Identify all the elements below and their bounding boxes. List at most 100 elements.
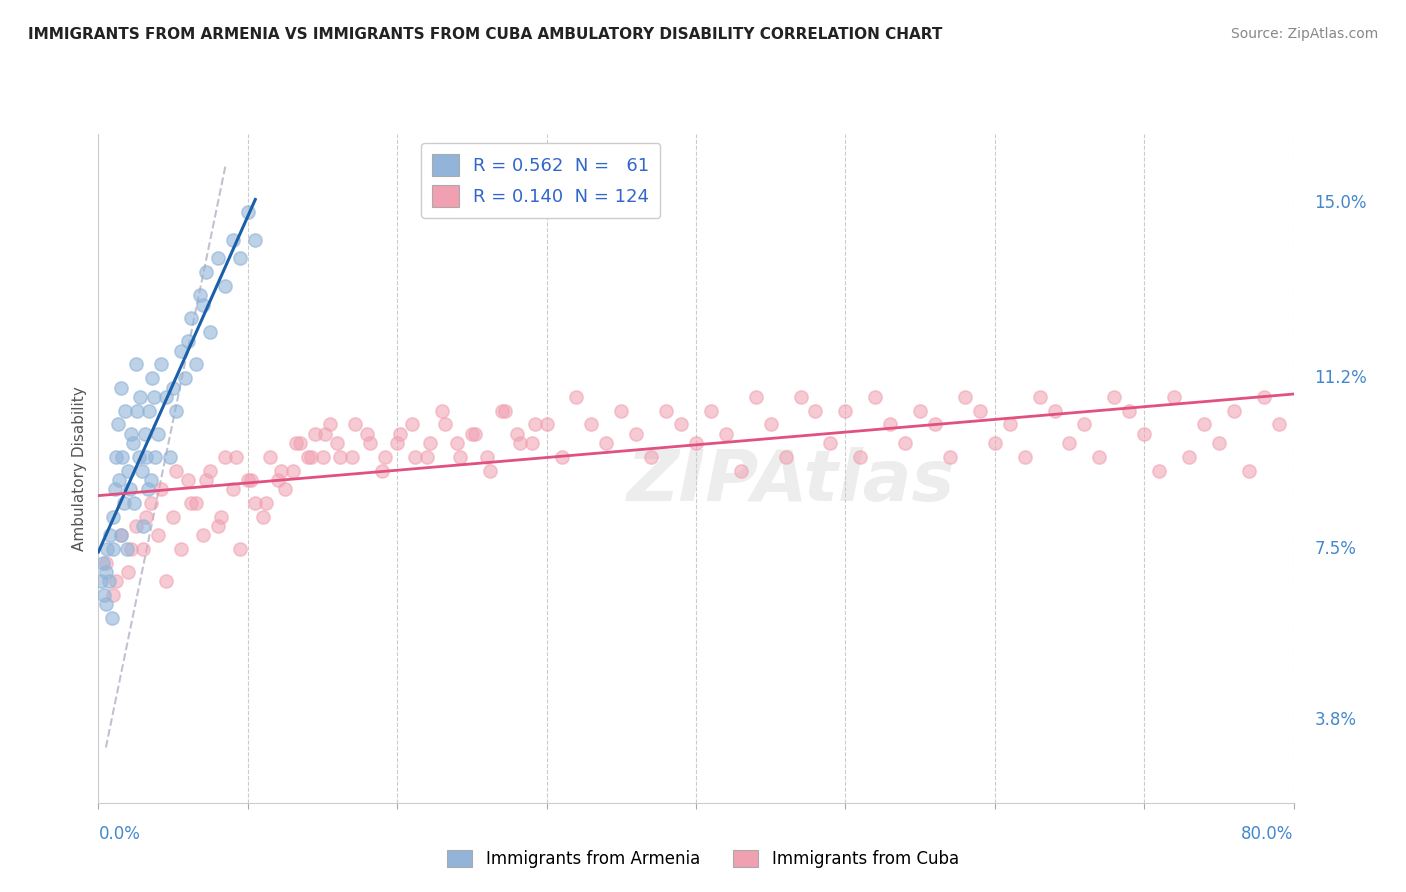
Point bbox=[222, 233, 245, 247]
Point bbox=[565, 390, 588, 404]
Point bbox=[236, 473, 259, 487]
Point bbox=[624, 426, 647, 441]
Text: 0.0%: 0.0% bbox=[98, 825, 141, 843]
Point bbox=[93, 588, 115, 602]
Point bbox=[191, 528, 214, 542]
Point bbox=[184, 496, 207, 510]
Point bbox=[174, 371, 197, 385]
Point bbox=[214, 450, 236, 464]
Point bbox=[159, 450, 181, 464]
Point bbox=[94, 598, 117, 612]
Point bbox=[225, 450, 247, 464]
Point bbox=[1073, 417, 1095, 432]
Point bbox=[245, 496, 267, 510]
Point bbox=[685, 436, 707, 450]
Point bbox=[1088, 450, 1111, 464]
Point bbox=[148, 528, 170, 542]
Point bbox=[1028, 390, 1050, 404]
Point bbox=[162, 380, 184, 394]
Point bbox=[998, 417, 1021, 432]
Y-axis label: Ambulatory Disability: Ambulatory Disability bbox=[72, 386, 87, 550]
Point bbox=[329, 450, 352, 464]
Point bbox=[1102, 390, 1125, 404]
Point bbox=[461, 426, 484, 441]
Point bbox=[789, 390, 811, 404]
Point bbox=[94, 565, 117, 579]
Point bbox=[155, 574, 177, 589]
Point bbox=[1178, 450, 1201, 464]
Point bbox=[148, 426, 170, 441]
Text: IMMIGRANTS FROM ARMENIA VS IMMIGRANTS FROM CUBA AMBULATORY DISABILITY CORRELATIO: IMMIGRANTS FROM ARMENIA VS IMMIGRANTS FR… bbox=[28, 27, 942, 42]
Point bbox=[1222, 403, 1246, 417]
Point bbox=[169, 542, 191, 557]
Point bbox=[894, 436, 917, 450]
Point bbox=[908, 403, 931, 417]
Point bbox=[820, 436, 842, 450]
Point bbox=[730, 464, 752, 478]
Text: 80.0%: 80.0% bbox=[1241, 825, 1294, 843]
Point bbox=[150, 358, 173, 372]
Point bbox=[449, 450, 471, 464]
Point bbox=[101, 611, 124, 625]
Point bbox=[297, 450, 319, 464]
Point bbox=[131, 464, 153, 478]
Point bbox=[506, 426, 529, 441]
Point bbox=[143, 450, 166, 464]
Point bbox=[135, 450, 157, 464]
Point bbox=[96, 542, 118, 557]
Point bbox=[129, 390, 152, 404]
Point bbox=[374, 450, 396, 464]
Point bbox=[356, 426, 378, 441]
Point bbox=[103, 588, 125, 602]
Point bbox=[491, 403, 513, 417]
Point bbox=[132, 519, 155, 533]
Text: 7.5%: 7.5% bbox=[1315, 540, 1357, 558]
Point bbox=[245, 233, 267, 247]
Point bbox=[128, 450, 150, 464]
Point bbox=[111, 450, 134, 464]
Point bbox=[700, 403, 723, 417]
Point bbox=[117, 565, 139, 579]
Point bbox=[252, 509, 274, 524]
Point bbox=[610, 403, 633, 417]
Point bbox=[655, 403, 678, 417]
Point bbox=[299, 450, 322, 464]
Point bbox=[110, 528, 132, 542]
Point bbox=[1192, 417, 1215, 432]
Point bbox=[135, 509, 157, 524]
Point bbox=[371, 464, 394, 478]
Point bbox=[344, 417, 367, 432]
Legend: Immigrants from Armenia, Immigrants from Cuba: Immigrants from Armenia, Immigrants from… bbox=[440, 843, 966, 875]
Point bbox=[284, 436, 307, 450]
Point bbox=[222, 482, 245, 496]
Point bbox=[595, 436, 617, 450]
Point bbox=[118, 482, 141, 496]
Point bbox=[207, 252, 229, 266]
Point bbox=[110, 528, 132, 542]
Point bbox=[523, 417, 546, 432]
Point bbox=[90, 574, 112, 589]
Point bbox=[177, 334, 200, 349]
Point bbox=[194, 265, 218, 279]
Point bbox=[1118, 403, 1140, 417]
Point bbox=[969, 403, 991, 417]
Point bbox=[804, 403, 827, 417]
Point bbox=[419, 436, 441, 450]
Text: 11.2%: 11.2% bbox=[1315, 369, 1368, 387]
Point bbox=[1237, 464, 1260, 478]
Point bbox=[401, 417, 423, 432]
Point bbox=[924, 417, 946, 432]
Point bbox=[112, 496, 135, 510]
Point bbox=[254, 496, 277, 510]
Point bbox=[1043, 403, 1066, 417]
Point bbox=[136, 482, 159, 496]
Point bbox=[314, 426, 337, 441]
Point bbox=[759, 417, 782, 432]
Point bbox=[550, 450, 572, 464]
Point bbox=[464, 426, 486, 441]
Point bbox=[125, 358, 148, 372]
Point bbox=[259, 450, 281, 464]
Point bbox=[97, 574, 120, 589]
Point bbox=[983, 436, 1005, 450]
Point bbox=[475, 450, 498, 464]
